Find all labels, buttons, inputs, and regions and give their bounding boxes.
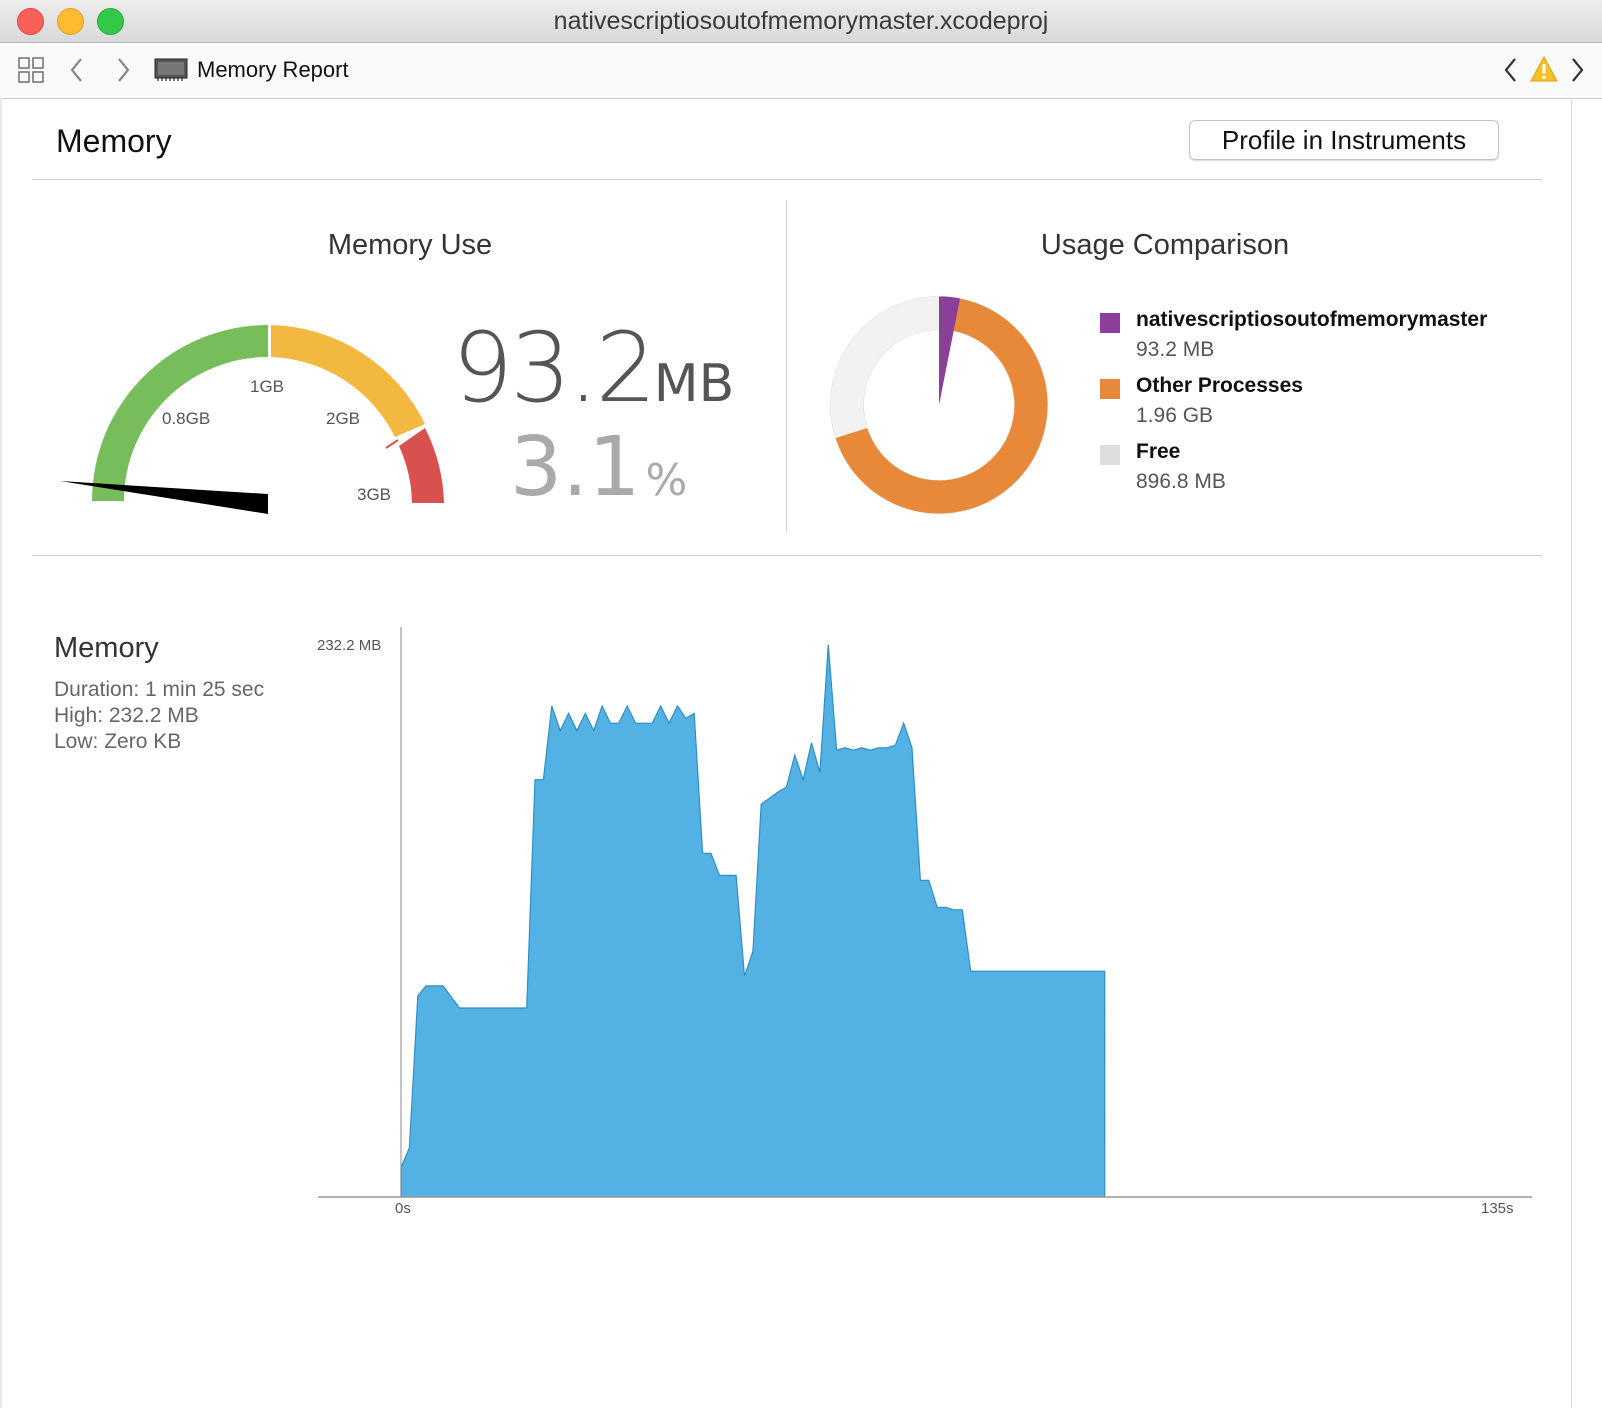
memory-graph-title: Memory [54, 632, 159, 664]
legend-value: 93.2 MB [1136, 338, 1215, 361]
gauge-label-1gb: 1GB [250, 377, 284, 396]
high-text: High: 232.2 MB [54, 704, 199, 727]
memory-area-series [400, 644, 1106, 1198]
minimize-window-button[interactable] [57, 8, 84, 35]
section-divider-vertical [786, 200, 787, 533]
legend-value: 896.8 MB [1136, 470, 1226, 493]
legend-name: Other Processes [1136, 374, 1303, 397]
memory-use-number: 93.2 [452, 312, 657, 424]
x-start-label: 0s [395, 1200, 411, 1217]
issue-prev-icon[interactable] [1502, 56, 1520, 84]
profile-in-instruments-button[interactable]: Profile in Instruments [1189, 120, 1499, 160]
gauge-label-0-8gb: 0.8GB [162, 409, 210, 428]
memory-area-chart: 232.2 MB 0s 135s [317, 627, 1532, 1217]
legend-swatch-other [1100, 379, 1120, 399]
jump-bar: Memory Report [0, 43, 1602, 99]
gauge-red-tick [385, 439, 399, 449]
donut-slice-other [835, 298, 1048, 514]
memory-use-unit: MB [653, 354, 735, 414]
usage-comparison-title: Usage Comparison [1040, 229, 1290, 261]
percent-number: 3.1 [510, 420, 641, 515]
legend-name: nativescriptiosoutofmemorymaster [1136, 308, 1488, 331]
issue-next-icon[interactable] [1568, 56, 1586, 84]
zoom-window-button[interactable] [97, 8, 124, 35]
left-edge [0, 98, 2, 1408]
gauge-label-3gb: 3GB [357, 485, 391, 504]
donut-app-wedge [939, 296, 961, 405]
duration-text: Duration: 1 min 25 sec [54, 678, 265, 701]
legend-swatch-app [1100, 313, 1120, 333]
gauge-label-2gb: 2GB [326, 409, 360, 428]
section-divider-horizontal [32, 555, 1542, 556]
title-bar: nativescriptiosoutofmemorymaster.xcodepr… [0, 0, 1602, 43]
gauge-red-segment [399, 428, 444, 503]
gauge-green-segment [92, 325, 268, 501]
forward-arrow-icon[interactable] [114, 56, 132, 84]
gauge-needle [60, 481, 268, 514]
x-end-label: 135s [1481, 1200, 1514, 1217]
warning-icon[interactable] [1529, 55, 1559, 83]
close-window-button[interactable] [17, 8, 44, 35]
memory-graph-summary: Memory Duration: 1 min 25 sec High: 232.… [54, 632, 264, 755]
page-title: Memory [56, 123, 172, 159]
content-border [1571, 98, 1572, 1408]
legend-name: Free [1136, 440, 1181, 463]
memory-gauge: 0.8GB 1GB 2GB 3GB [60, 325, 444, 514]
grid-icon[interactable] [17, 56, 45, 84]
legend-value: 1.96 GB [1136, 404, 1214, 427]
donut-slice-free [830, 296, 940, 439]
memory-use-value: 93.2MB [452, 312, 734, 424]
percent-unit: % [645, 455, 688, 506]
back-arrow-icon[interactable] [68, 56, 86, 84]
header-divider [32, 179, 1542, 180]
usage-donut-chart [830, 296, 1048, 514]
memory-use-title: Memory Use [327, 229, 493, 261]
y-max-label: 232.2 MB [317, 637, 381, 654]
memory-use-percent: 3.1 % [510, 420, 687, 515]
window-title: nativescriptiosoutofmemorymaster.xcodepr… [553, 7, 1049, 35]
gauge-yellow-segment [271, 325, 425, 437]
memory-chip-icon [154, 58, 188, 81]
low-text: Low: Zero KB [54, 730, 182, 753]
breadcrumb-memory-report[interactable]: Memory Report [197, 57, 349, 82]
legend-swatch-free [1100, 445, 1120, 465]
